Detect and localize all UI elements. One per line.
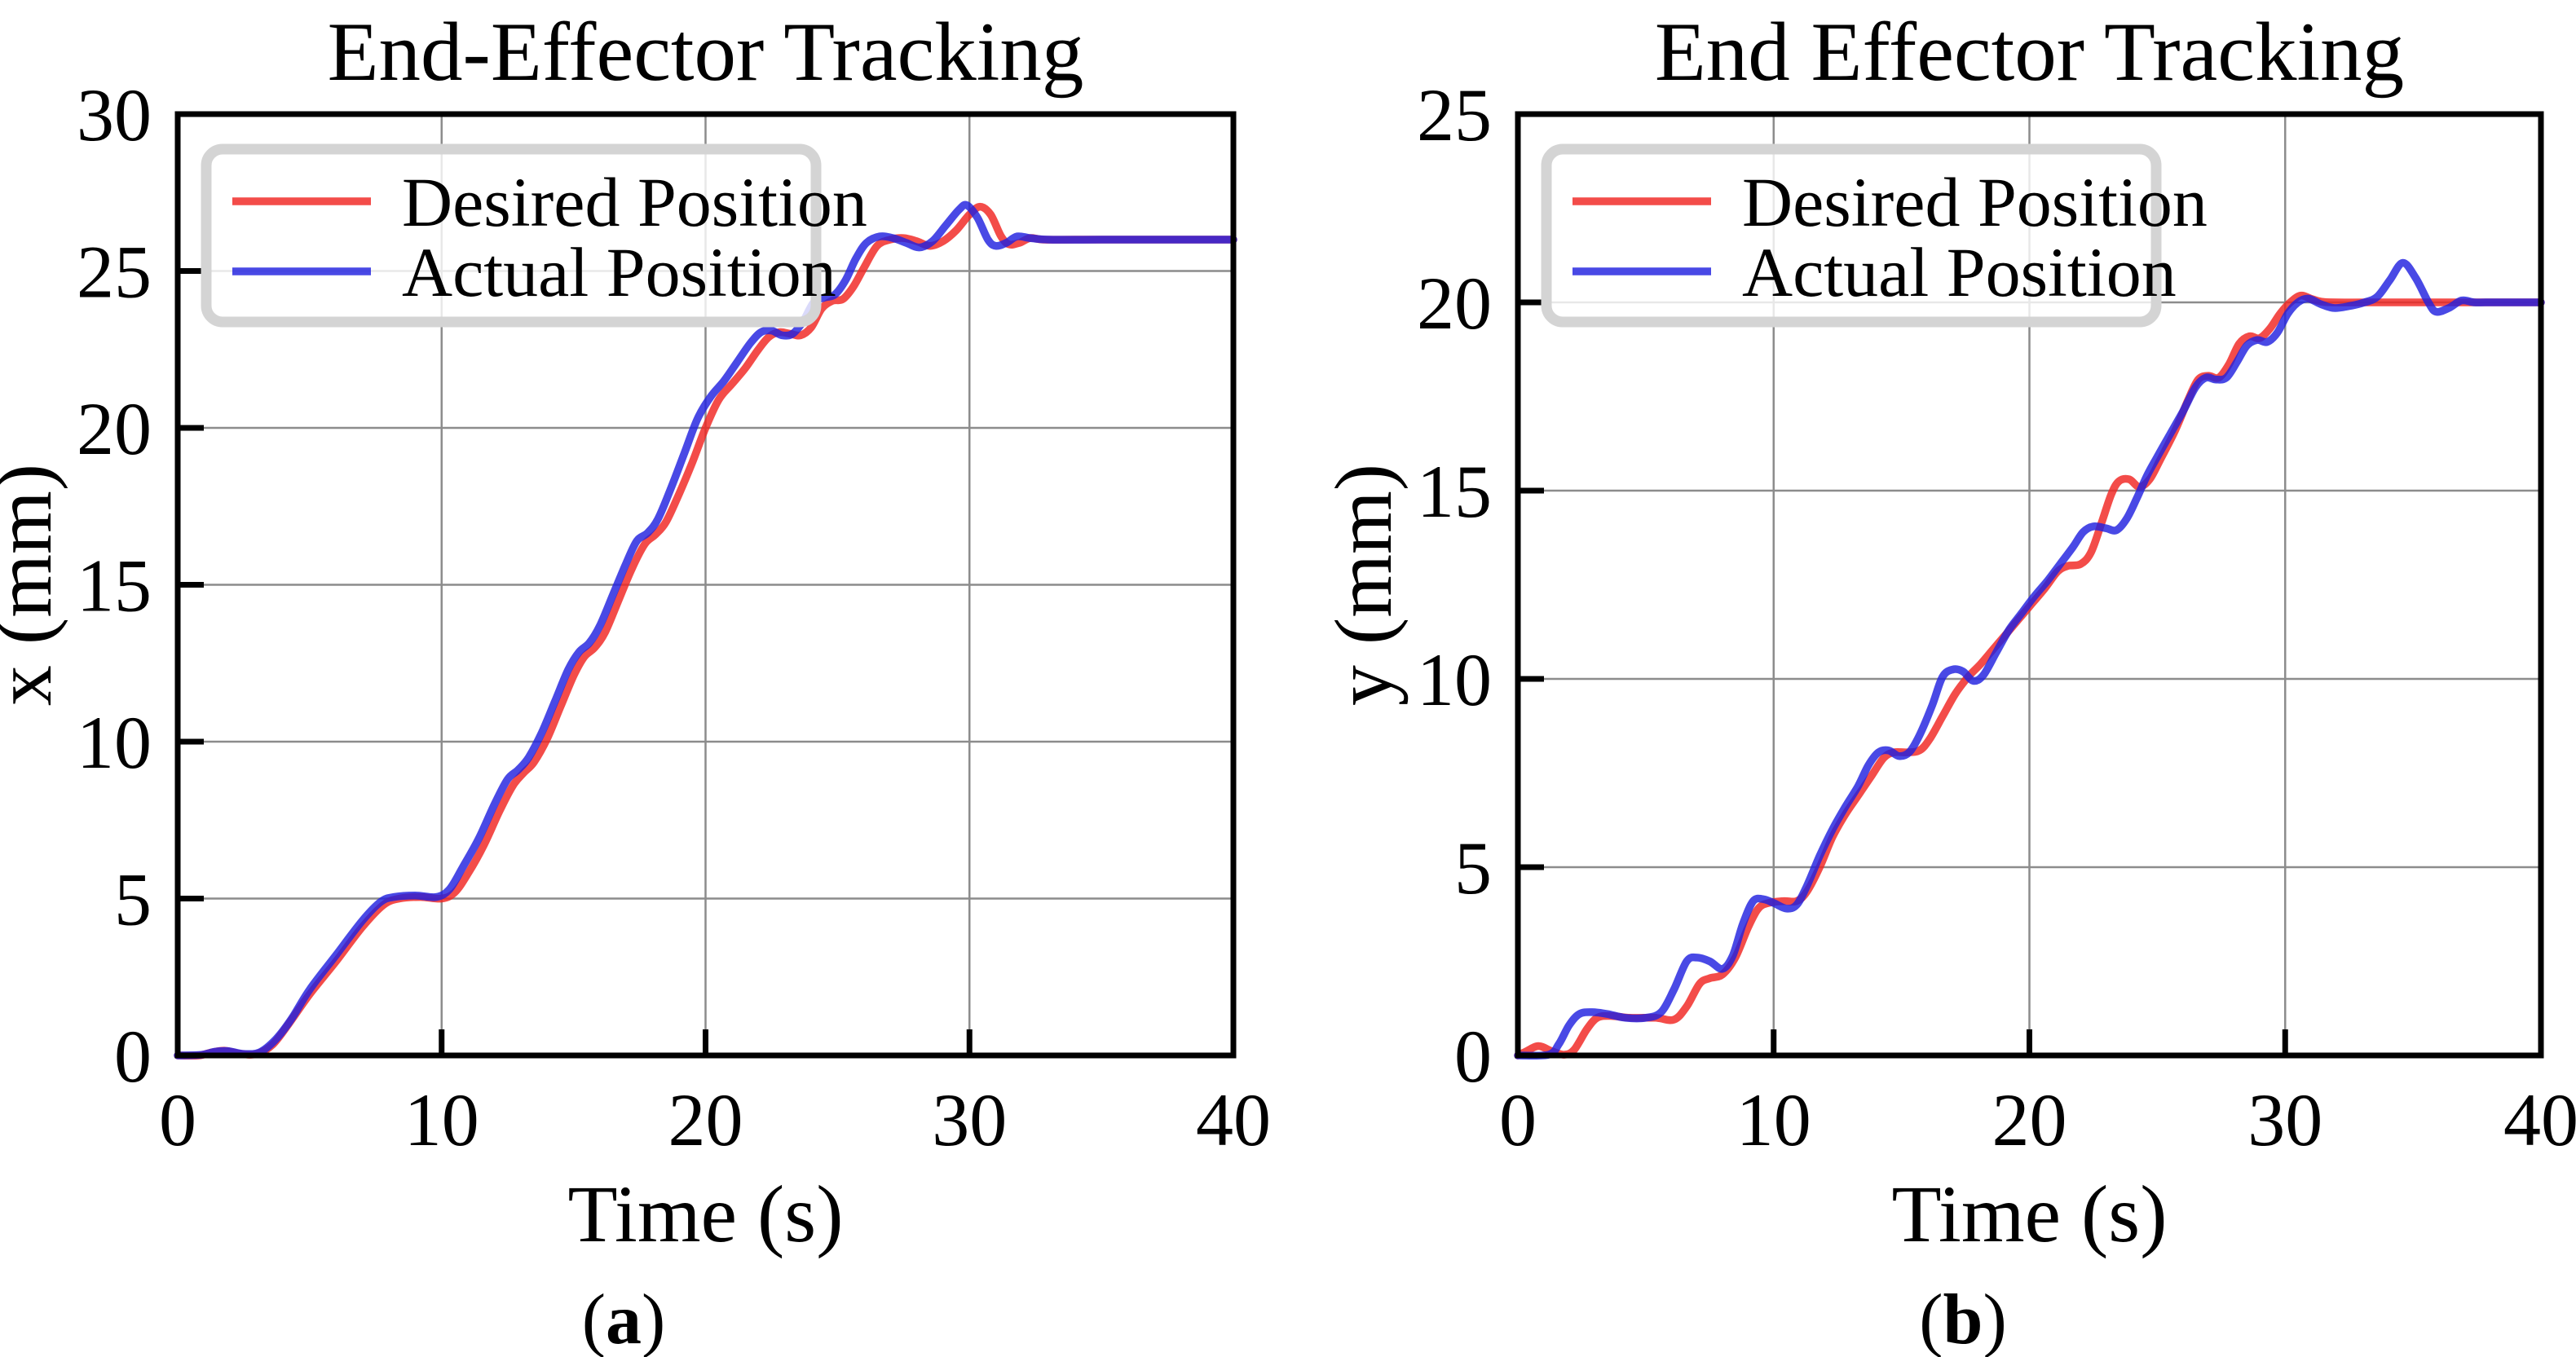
caption-a: (a) (582, 1280, 666, 1357)
y-tick-label: 20 (77, 387, 152, 470)
y-tick-label: 5 (1454, 826, 1492, 910)
y-tick-label: 0 (114, 1015, 152, 1098)
y-tick-label: 15 (1417, 450, 1492, 533)
y-axis-label: x (mm) (0, 464, 68, 706)
y-tick-label: 25 (77, 231, 152, 314)
chart-b-end-effector-y: 0 10 20 30 40 0 5 10 15 20 25 End Effector Tracking… (1318, 6, 2576, 1259)
x-tick-label: 40 (2503, 1078, 2576, 1161)
y-tick-label: 20 (1417, 262, 1492, 345)
x-tick-label: 20 (668, 1078, 743, 1161)
legend-entry-label: Desired Position (1742, 163, 2208, 241)
legend-frame (201, 143, 822, 328)
y-tick-label: 0 (1454, 1015, 1492, 1098)
desired-position-line (1514, 291, 2545, 1060)
caption-b: (b) (1919, 1280, 2007, 1357)
chart-a-end-effector-x: 0 10 20 30 40 0 5 10 15 20 25 30 End-Effector Tracki… (0, 6, 1271, 1259)
y-tick-label: 10 (1417, 638, 1492, 721)
x-tick-label: 30 (2247, 1078, 2322, 1161)
legend-frame (1541, 143, 2162, 328)
x-tick-label: 40 (1196, 1078, 1271, 1161)
x-axis-label: Time (s) (567, 1169, 843, 1259)
y-tick-label: 15 (77, 544, 152, 628)
y-tick-label: 30 (77, 73, 152, 156)
x-tick-label: 20 (1992, 1078, 2067, 1161)
legend-entry-label: Actual Position (402, 233, 836, 311)
x-tick-label: 10 (404, 1078, 479, 1161)
chart-title: End Effector Tracking (1655, 6, 2404, 99)
x-tick-label: 0 (159, 1078, 196, 1161)
x-tick-label: 30 (932, 1078, 1007, 1161)
y-tick-label: 10 (77, 701, 152, 784)
y-tick-label: 25 (1417, 73, 1492, 156)
y-axis-label: y (mm) (1318, 464, 1409, 706)
y-tick-label: 5 (114, 858, 152, 941)
x-axis-label: Time (s) (1891, 1169, 2167, 1259)
chart-title: End-Effector Tracking (328, 6, 1084, 99)
actual-position-line (1514, 258, 2545, 1060)
x-tick-label: 0 (1499, 1078, 1537, 1161)
legend-entry-label: Actual Position (1742, 233, 2177, 311)
actual-position-line (174, 200, 1237, 1060)
x-tick-label: 10 (1736, 1078, 1811, 1161)
legend-entry-label: Desired Position (402, 163, 867, 241)
